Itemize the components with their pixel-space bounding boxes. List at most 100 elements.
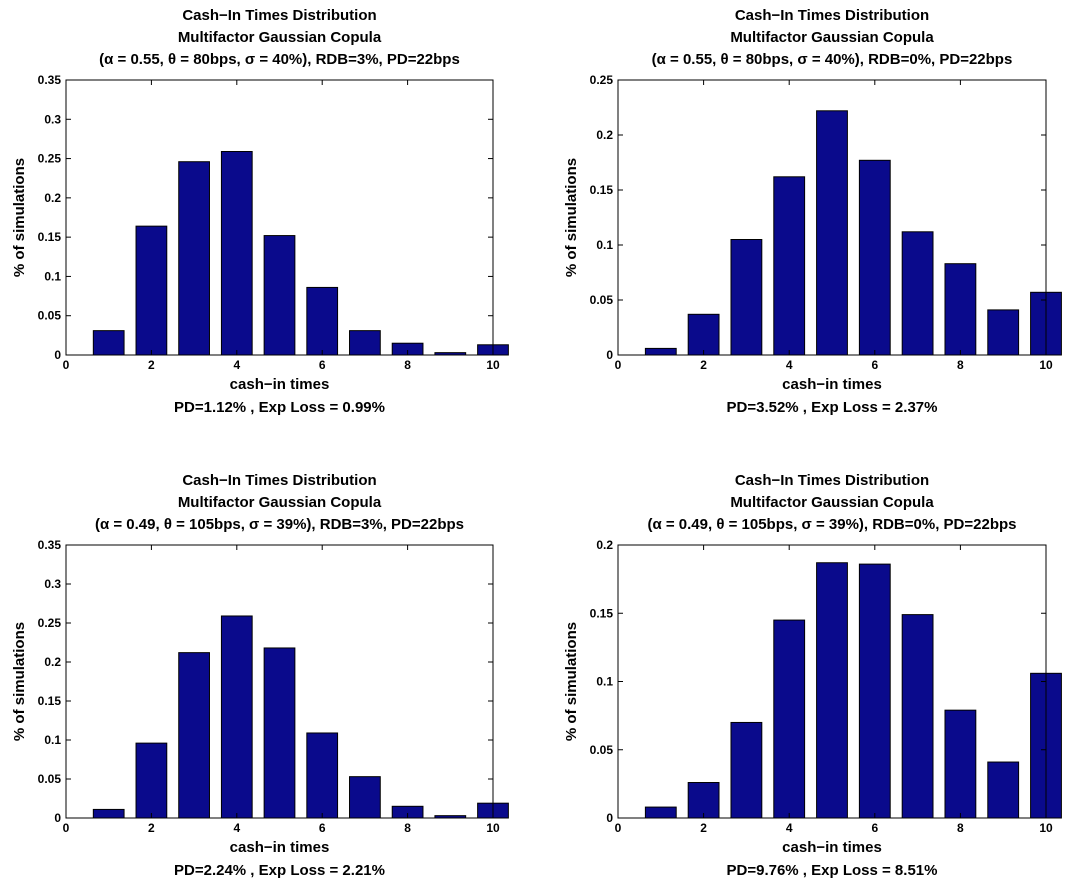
y-tick-label: 0.05 — [590, 293, 614, 307]
bar-5 — [816, 562, 848, 819]
bar-3 — [730, 239, 763, 356]
y-tick-label: 0.15 — [590, 183, 614, 197]
chart-panel-4: Cash−In Times Distribution Multifactor Ga… — [563, 472, 1062, 879]
bar-3 — [178, 161, 210, 356]
bar-5 — [263, 235, 296, 356]
y-tick-label: 0.1 — [596, 238, 613, 252]
y-tick-label: 0.3 — [44, 112, 61, 126]
y-tick-label: 0.25 — [38, 152, 62, 166]
bar-1 — [92, 330, 125, 356]
x-tick-label: 2 — [148, 358, 155, 372]
x-tick-label: 10 — [486, 358, 500, 372]
bar-5 — [816, 110, 848, 356]
chart-caption: PD=9.76% , Exp Loss = 8.51% — [727, 862, 938, 879]
x-tick-label: 4 — [786, 821, 793, 835]
x-tick-label: 0 — [63, 821, 70, 835]
x-tick-label: 6 — [319, 358, 326, 372]
chart-title-line-1: Cash−In Times Distribution — [735, 472, 929, 489]
axes-frame — [617, 79, 1047, 356]
bar-5 — [263, 647, 296, 819]
bar-2 — [687, 313, 720, 356]
chart-title-line-3: (α = 0.55, θ = 80bps, σ = 40%), RDB=3%, … — [99, 51, 460, 68]
y-tick-label: 0.25 — [590, 73, 614, 87]
y-axis-label: % of simulations — [11, 622, 28, 741]
y-tick-label: 0.2 — [44, 191, 61, 205]
bar-1 — [644, 806, 677, 819]
x-tick-label: 8 — [404, 821, 411, 835]
y-tick-label: 0.2 — [44, 655, 61, 669]
chart-panel-2: Cash−In Times Distribution Multifactor Ga… — [563, 7, 1062, 416]
y-tick-label: 0.15 — [38, 694, 62, 708]
x-tick-label: 4 — [233, 358, 240, 372]
bar-9 — [987, 761, 1020, 819]
chart-title-line-2: Multifactor Gaussian Copula — [730, 29, 934, 46]
y-tick-label: 0.1 — [596, 675, 613, 689]
y-tick-label: 0 — [606, 811, 613, 825]
chart-caption: PD=1.12% , Exp Loss = 0.99% — [174, 399, 385, 416]
x-tick-label: 8 — [957, 821, 964, 835]
bar-3 — [730, 721, 763, 819]
y-tick-label: 0.3 — [44, 577, 61, 591]
bar-2 — [135, 225, 168, 356]
bar-7 — [349, 776, 381, 819]
y-tick-label: 0.25 — [38, 616, 62, 630]
y-tick-label: 0.1 — [44, 733, 61, 747]
bar-4 — [773, 619, 806, 819]
chart-title-line-2: Multifactor Gaussian Copula — [730, 494, 934, 511]
bar-4 — [220, 151, 253, 356]
y-tick-label: 0.05 — [590, 743, 614, 757]
y-axis-label: % of simulations — [563, 158, 580, 277]
bar-2 — [687, 782, 720, 819]
y-tick-label: 0.15 — [38, 230, 62, 244]
x-axis-label: cash−in times — [782, 376, 882, 393]
bar-6 — [858, 563, 891, 819]
chart-title-line-3: (α = 0.55, θ = 80bps, σ = 40%), RDB=0%, … — [652, 51, 1013, 68]
y-axis-label: % of simulations — [11, 158, 28, 277]
x-tick-label: 6 — [319, 821, 326, 835]
bar-1 — [92, 808, 125, 819]
bar-1 — [644, 347, 677, 356]
x-tick-label: 8 — [957, 358, 964, 372]
chart-title-line-2: Multifactor Gaussian Copula — [178, 29, 382, 46]
y-axis-label: % of simulations — [563, 622, 580, 741]
x-tick-label: 4 — [233, 821, 240, 835]
x-tick-label: 0 — [615, 358, 622, 372]
x-axis-label: cash−in times — [782, 839, 882, 856]
bar-7 — [901, 614, 934, 819]
chart-title-line-3: (α = 0.49, θ = 105bps, σ = 39%), RDB=0%,… — [647, 516, 1016, 533]
y-tick-label: 0.35 — [38, 73, 62, 87]
bar-8 — [944, 263, 977, 356]
x-tick-label: 4 — [786, 358, 793, 372]
axes-frame — [65, 79, 494, 356]
chart-title-line-1: Cash−In Times Distribution — [182, 472, 376, 489]
chart-panel-1: Cash−In Times Distribution Multifactor Ga… — [11, 7, 509, 416]
bar-4 — [773, 176, 806, 356]
x-tick-label: 10 — [1039, 358, 1053, 372]
axes-frame — [65, 544, 494, 819]
x-tick-label: 2 — [148, 821, 155, 835]
chart-title-line-1: Cash−In Times Distribution — [735, 7, 929, 24]
y-tick-label: 0.15 — [590, 606, 614, 620]
bar-2 — [135, 742, 168, 819]
bar-9 — [987, 309, 1020, 356]
y-tick-label: 0.2 — [596, 128, 613, 142]
x-tick-label: 2 — [700, 358, 707, 372]
x-tick-label: 6 — [871, 358, 878, 372]
bar-4 — [220, 615, 253, 819]
bar-8 — [944, 709, 977, 819]
bar-7 — [349, 330, 381, 356]
x-tick-label: 10 — [486, 821, 500, 835]
bar-6 — [306, 286, 339, 356]
bar-6 — [306, 732, 339, 819]
y-tick-label: 0.05 — [38, 309, 62, 323]
x-tick-label: 8 — [404, 358, 411, 372]
x-tick-label: 2 — [700, 821, 707, 835]
bar-6 — [858, 159, 891, 356]
chart-panel-3: Cash−In Times Distribution Multifactor Ga… — [11, 472, 509, 879]
chart-caption: PD=2.24% , Exp Loss = 2.21% — [174, 862, 385, 879]
x-tick-label: 0 — [63, 358, 70, 372]
x-axis-label: cash−in times — [230, 839, 330, 856]
y-tick-label: 0.05 — [38, 772, 62, 786]
x-tick-label: 10 — [1039, 821, 1053, 835]
